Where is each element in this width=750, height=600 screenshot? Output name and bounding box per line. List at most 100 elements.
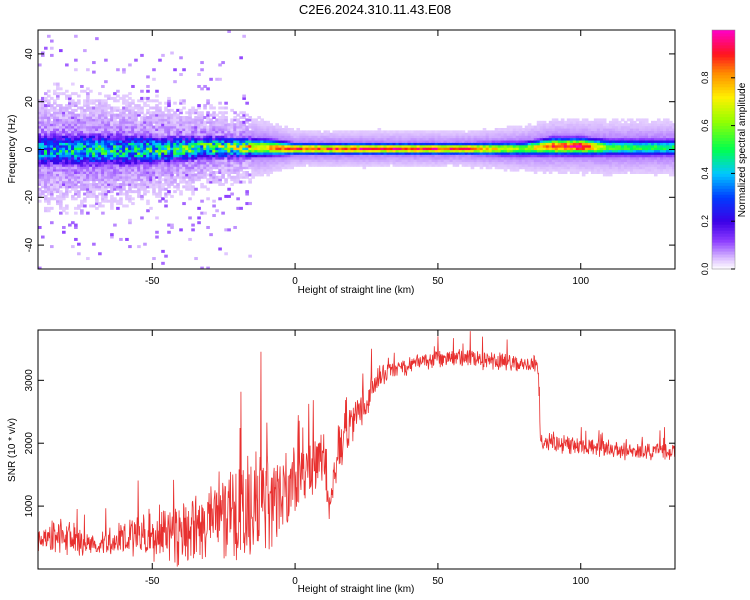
- heatmap-cell: [515, 135, 520, 139]
- heatmap-cell: [161, 182, 165, 186]
- heatmap-cell: [38, 130, 42, 134]
- heatmap-cell: [185, 187, 189, 191]
- heatmap-cell: [104, 175, 108, 179]
- heatmap-cell: [437, 137, 442, 141]
- heatmap-cell: [443, 137, 448, 141]
- heatmap-cell: [476, 137, 481, 141]
- heatmap-cell: [170, 127, 174, 131]
- heatmap-cell: [47, 144, 51, 148]
- heatmap-cell: [398, 147, 403, 151]
- heatmap-cell: [527, 156, 532, 160]
- heatmap-cell: [515, 144, 520, 148]
- heatmap-cell: [566, 135, 571, 139]
- heatmap-cell: [62, 130, 66, 134]
- heatmap-cell: [455, 156, 460, 160]
- heatmap-cell: [290, 132, 294, 136]
- heatmap-cell: [164, 159, 168, 163]
- heatmap-cell: [164, 192, 168, 196]
- heatmap-cell: [47, 185, 51, 189]
- heatmap-cell: [449, 137, 454, 141]
- heatmap-cell: [173, 135, 177, 139]
- heatmap-cell: [242, 147, 246, 151]
- heatmap-cell: [65, 108, 69, 112]
- heatmap-cell: [257, 137, 261, 141]
- heatmap-cell: [287, 144, 291, 148]
- heatmap-cell: [224, 156, 228, 160]
- heatmap-cell: [158, 147, 162, 151]
- heatmap-cell: [101, 147, 105, 151]
- heatmap-cell: [146, 104, 150, 108]
- heatmap-cell: [170, 180, 174, 184]
- heatmap-cell: [194, 166, 198, 170]
- heatmap-cell: [221, 168, 225, 172]
- heatmap-cell: [269, 147, 273, 151]
- heatmap-cell: [122, 180, 126, 184]
- heatmap-cell: [56, 202, 60, 206]
- heatmap-cell: [62, 209, 66, 213]
- heatmap-cell: [503, 135, 508, 139]
- heatmap-cell: [362, 137, 367, 141]
- heatmap-cell: [239, 142, 243, 146]
- heatmap-cell: [155, 123, 159, 127]
- heatmap-cell: [137, 127, 141, 131]
- heatmap-cell: [581, 154, 586, 158]
- heatmap-cell: [44, 149, 48, 153]
- heatmap-cell: [326, 144, 331, 148]
- heatmap-cell: [578, 123, 583, 127]
- heatmap-cell: [275, 159, 279, 163]
- heatmap-cell: [512, 156, 517, 160]
- heatmap-cell: [251, 175, 255, 179]
- heatmap-cell: [107, 159, 111, 163]
- heatmap-cell: [230, 135, 234, 139]
- heatmap-cell: [215, 159, 219, 163]
- heatmap-cell: [203, 156, 207, 160]
- heatmap-cell: [95, 166, 99, 170]
- heatmap-cell: [446, 144, 451, 148]
- heatmap-cell: [59, 204, 63, 208]
- heatmap-cell: [281, 166, 285, 170]
- heatmap-cell: [263, 127, 267, 131]
- heatmap-cell: [539, 159, 544, 163]
- heatmap-cell: [572, 151, 577, 155]
- heatmap-cell: [485, 161, 490, 165]
- heatmap-cell: [269, 161, 273, 165]
- heatmap-cell: [551, 149, 556, 153]
- heatmap-cell: [74, 135, 78, 139]
- heatmap-cell: [146, 185, 150, 189]
- heatmap-cell: [71, 173, 75, 177]
- heatmap-cell: [155, 94, 159, 98]
- heatmap-cell: [110, 173, 114, 177]
- heatmap-cell: [461, 130, 466, 134]
- heatmap-cell: [314, 139, 319, 143]
- heatmap-cell: [194, 144, 198, 148]
- heatmap-cell: [452, 132, 457, 136]
- heatmap-cell: [299, 132, 304, 136]
- heatmap-cell: [155, 216, 159, 220]
- heatmap-cell: [356, 144, 361, 148]
- heatmap-cell: [113, 161, 117, 165]
- heatmap-cell: [218, 63, 222, 67]
- heatmap-cell: [176, 139, 180, 143]
- heatmap-cell: [632, 137, 637, 141]
- heatmap-cell: [173, 180, 177, 184]
- heatmap-cell: [116, 202, 120, 206]
- heatmap-cell: [62, 163, 66, 167]
- heatmap-cell: [593, 125, 598, 129]
- heatmap-cell: [566, 118, 571, 122]
- heatmap-cell: [575, 144, 580, 148]
- heatmap-cell: [173, 185, 177, 189]
- heatmap-cell: [503, 147, 508, 151]
- heatmap-cell: [329, 151, 334, 155]
- heatmap-cell: [293, 151, 297, 155]
- heatmap-cell: [233, 125, 237, 129]
- heatmap-cell: [368, 142, 373, 146]
- heatmap-cell: [86, 144, 90, 148]
- heatmap-cell: [314, 135, 319, 139]
- heatmap-cell: [518, 156, 523, 160]
- heatmap-cell: [131, 142, 135, 146]
- heatmap-cell: [257, 154, 261, 158]
- heatmap-cell: [614, 151, 619, 155]
- heatmap-cell: [464, 149, 469, 153]
- heatmap-cell: [206, 266, 210, 269]
- heatmap-cell: [125, 116, 129, 120]
